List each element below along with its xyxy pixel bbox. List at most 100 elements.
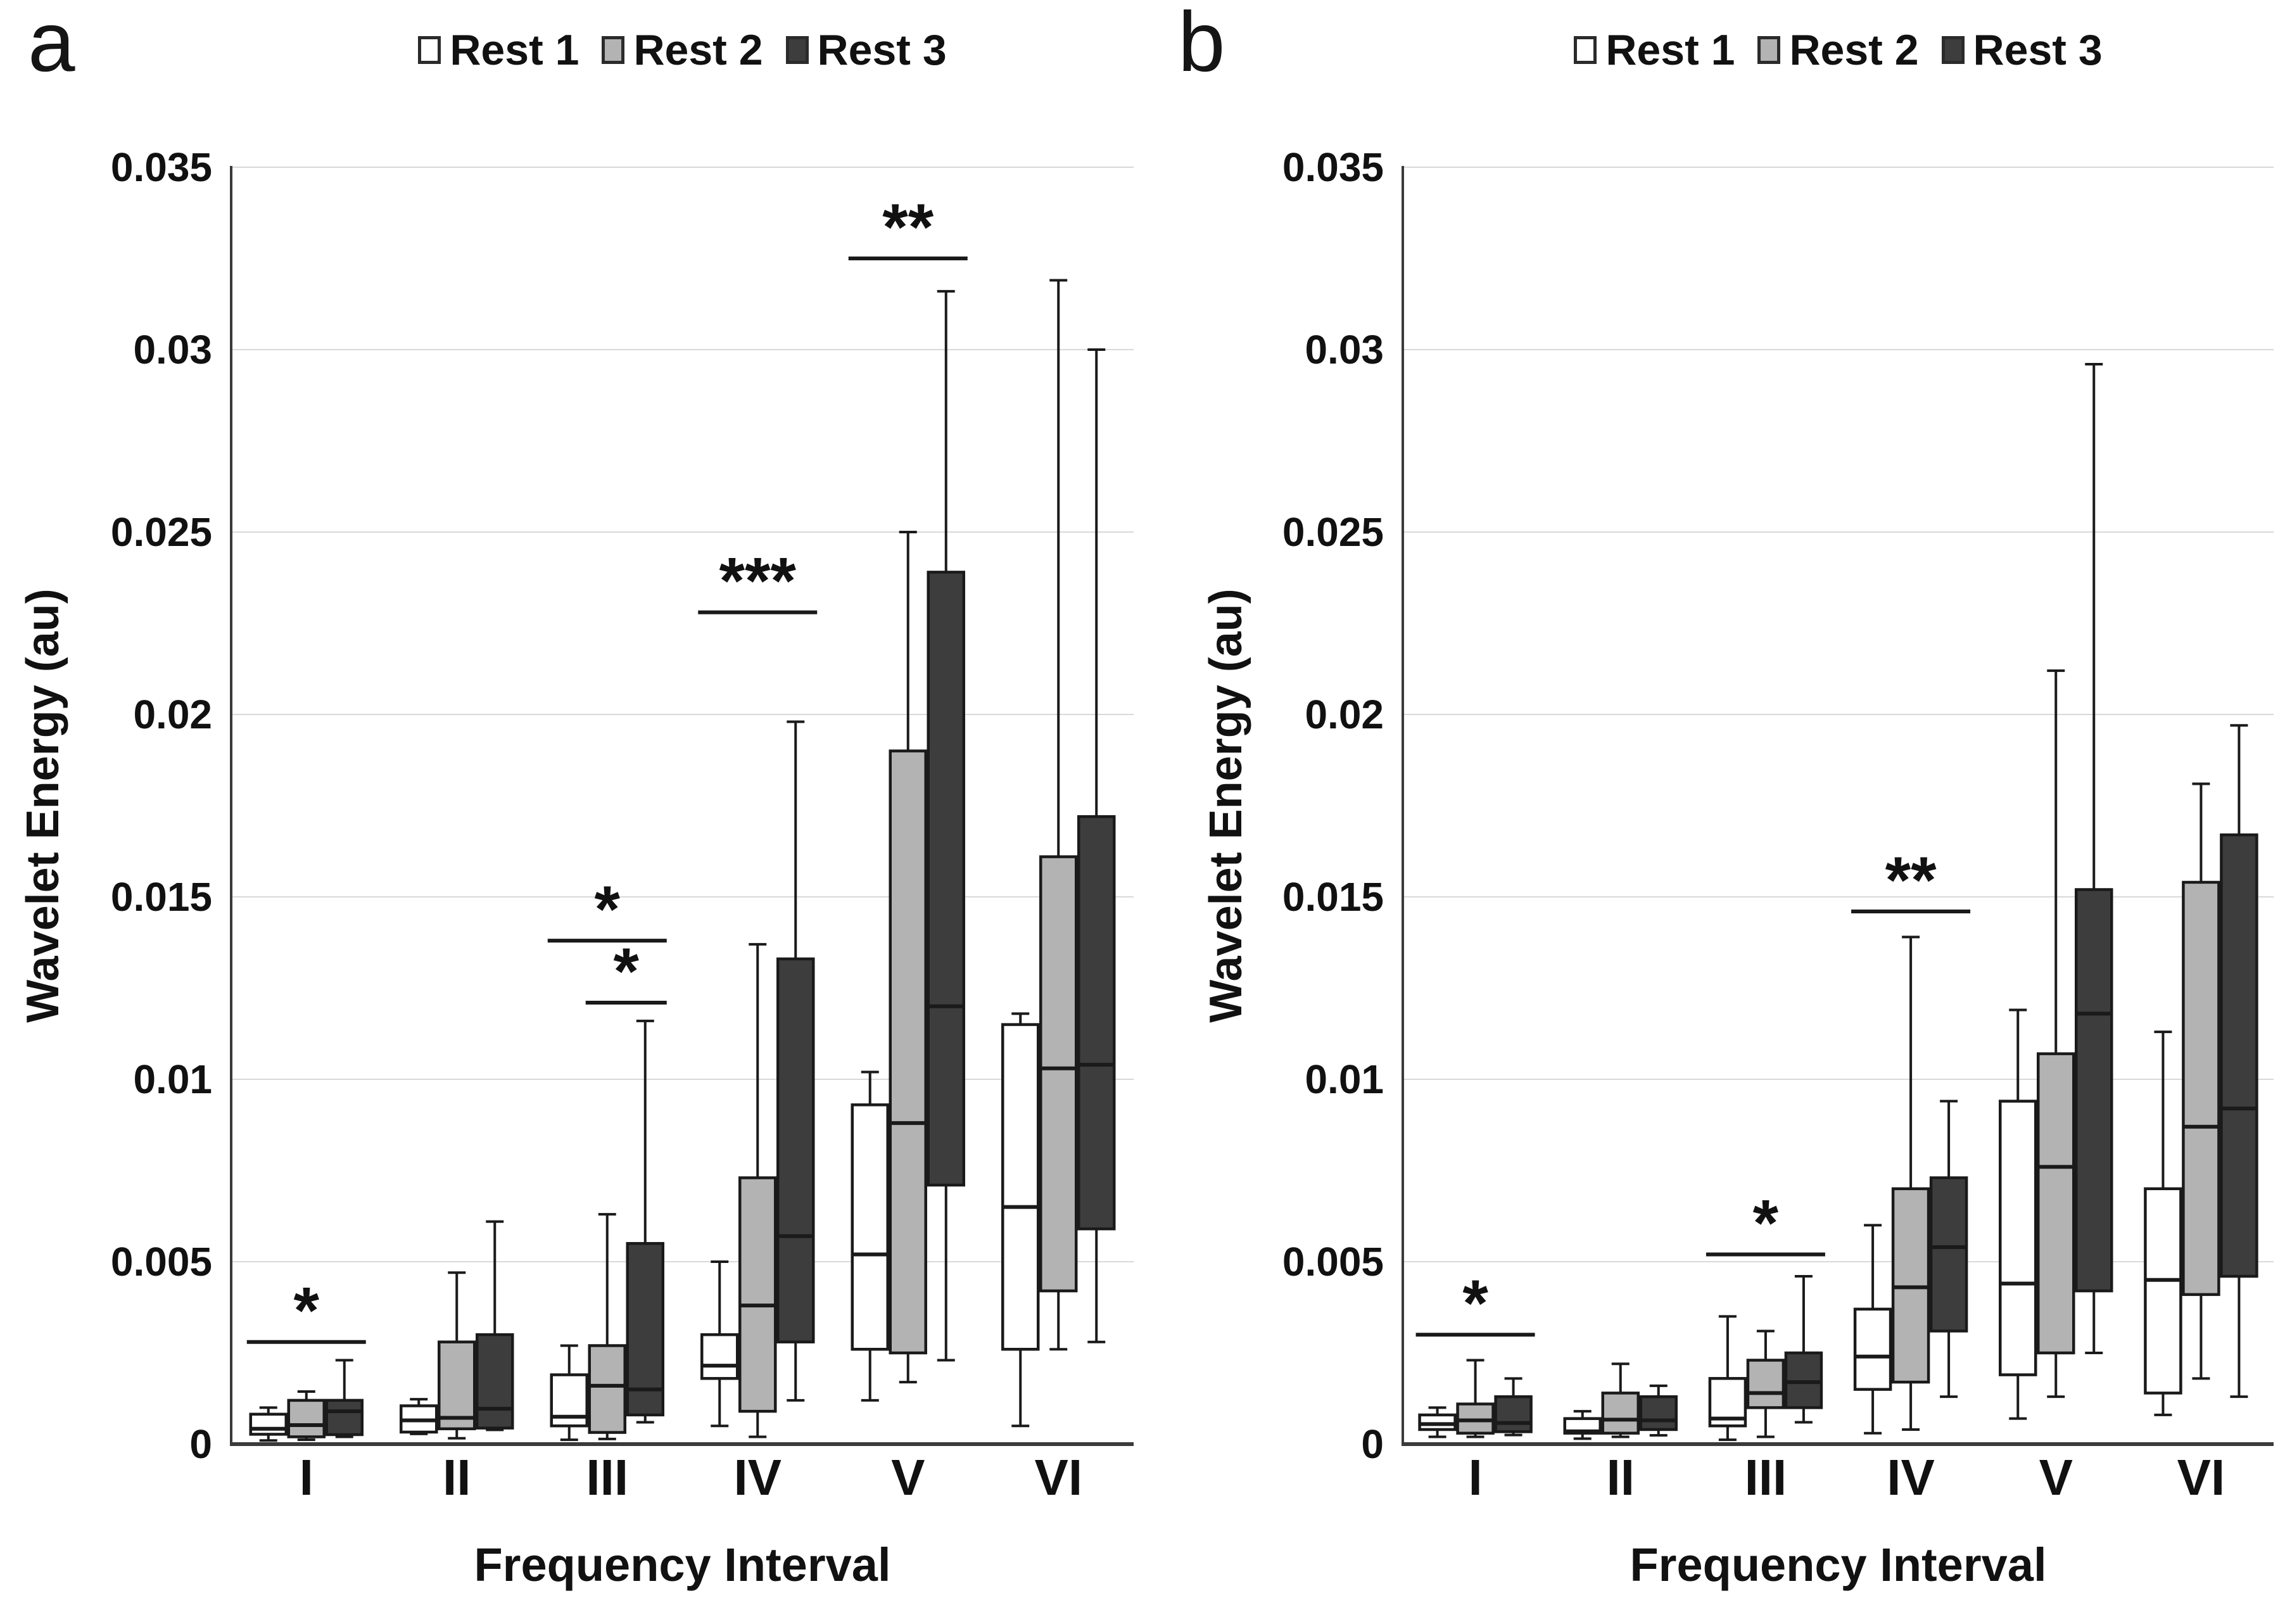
box-rect bbox=[2075, 888, 2113, 1293]
box-rect bbox=[889, 749, 927, 1355]
box-rest-1-VI bbox=[2144, 1031, 2182, 1416]
box-rest-2-VI bbox=[2182, 782, 2220, 1380]
box-rest-3-VI bbox=[2220, 724, 2258, 1399]
x-tick-label: III bbox=[1745, 1449, 1787, 1506]
box-rect bbox=[927, 571, 965, 1187]
legend-swatch-rest-1 bbox=[418, 36, 441, 64]
box-rect bbox=[1639, 1395, 1678, 1431]
legend-label-rest-2: Rest 2 bbox=[1789, 26, 1919, 74]
box-rect bbox=[851, 1103, 889, 1351]
y-tick-label: 0.03 bbox=[1305, 327, 1384, 372]
x-tick-label: IV bbox=[733, 1449, 782, 1506]
box-rest-2-III bbox=[588, 1213, 626, 1440]
box-rest-2-II bbox=[438, 1271, 476, 1440]
x-axis-title: Frequency Interval bbox=[474, 1538, 891, 1591]
box-rest-1-V bbox=[1999, 1008, 2037, 1420]
box-rest-2-V bbox=[2037, 669, 2075, 1399]
x-tick-label: II bbox=[1607, 1449, 1635, 1506]
box-rest-2-IV bbox=[738, 942, 777, 1438]
box-rest-3-IV bbox=[776, 720, 815, 1402]
y-tick-label: 0.015 bbox=[1282, 874, 1384, 920]
box-rect bbox=[626, 1241, 664, 1417]
box-rect bbox=[1601, 1392, 1640, 1435]
significance-label: * bbox=[1753, 1186, 1779, 1260]
x-tick-label: IV bbox=[1887, 1449, 1935, 1506]
panel-letter-b: b bbox=[1178, 0, 1225, 89]
box-rect bbox=[1494, 1395, 1533, 1433]
box-rect bbox=[1999, 1100, 2037, 1376]
y-tick-label: 0.01 bbox=[1305, 1056, 1384, 1102]
x-tick-label: I bbox=[300, 1449, 313, 1506]
box-rest-3-II bbox=[476, 1220, 514, 1431]
box-rect bbox=[476, 1333, 514, 1430]
legend-item-rest-3: Rest 3 bbox=[785, 25, 947, 75]
box-rest-3-I bbox=[325, 1359, 364, 1438]
box-rect bbox=[1001, 1023, 1040, 1351]
box-rest-1-V bbox=[851, 1070, 889, 1402]
significance-label: * bbox=[1462, 1267, 1488, 1340]
box-rest-1-III bbox=[550, 1344, 588, 1442]
box-rect bbox=[2220, 833, 2258, 1278]
significance-label: * bbox=[294, 1274, 320, 1348]
panel-letter-a: a bbox=[28, 0, 75, 89]
x-tick-label: III bbox=[586, 1449, 628, 1506]
box-rest-2-I bbox=[1456, 1359, 1495, 1438]
box-rect bbox=[1853, 1307, 1892, 1391]
box-rest-1-II bbox=[1563, 1410, 1602, 1440]
y-tick-label: 0.035 bbox=[1282, 144, 1384, 190]
y-tick-label: 0.01 bbox=[133, 1056, 212, 1102]
box-rect bbox=[1746, 1359, 1785, 1409]
box-rect bbox=[249, 1412, 288, 1436]
y-tick-label: 0.005 bbox=[111, 1239, 212, 1285]
legend-label-rest-1: Rest 1 bbox=[1605, 26, 1735, 74]
x-tick-label: I bbox=[1468, 1449, 1482, 1506]
panel-b: b Rest 1 Rest 2 Rest 3 Wavelet Energy (a… bbox=[1142, 0, 2285, 1624]
box-rest-3-VI bbox=[1077, 348, 1116, 1343]
y-tick-label: 0 bbox=[189, 1421, 212, 1467]
box-rest-1-VI bbox=[1001, 1012, 1040, 1428]
y-tick-label: 0.005 bbox=[1282, 1239, 1384, 1285]
box-rect bbox=[588, 1344, 626, 1434]
legend-label-rest-3: Rest 3 bbox=[817, 26, 947, 74]
box-rect bbox=[700, 1333, 739, 1380]
box-rect bbox=[438, 1340, 476, 1431]
legend-item-rest-1: Rest 1 bbox=[1574, 25, 1735, 75]
box-rest-2-IV bbox=[1891, 936, 1930, 1431]
box-rect bbox=[287, 1399, 326, 1438]
y-tick-label: 0 bbox=[1361, 1421, 1384, 1467]
x-tick-label: V bbox=[2039, 1449, 2073, 1506]
x-tick-label: V bbox=[891, 1449, 925, 1506]
box-rest-3-V bbox=[927, 289, 965, 1362]
x-tick-label: II bbox=[443, 1449, 471, 1506]
box-rest-3-IV bbox=[1929, 1100, 1968, 1399]
box-rest-3-III bbox=[626, 1019, 664, 1424]
box-rest-1-I bbox=[1418, 1406, 1457, 1438]
box-rect bbox=[776, 957, 815, 1343]
box-rect bbox=[1077, 815, 1116, 1231]
box-rest-3-V bbox=[2075, 363, 2113, 1354]
box-rest-1-IV bbox=[700, 1260, 739, 1428]
box-rect bbox=[1929, 1176, 1968, 1333]
box-rect bbox=[738, 1176, 777, 1413]
legend-b: Rest 1 Rest 2 Rest 3 bbox=[1403, 25, 2274, 75]
legend-swatch-rest-3 bbox=[785, 36, 809, 64]
y-tick-label: 0.025 bbox=[111, 509, 212, 555]
y-tick-label: 0.025 bbox=[1282, 509, 1384, 555]
box-rest-3-II bbox=[1639, 1384, 1678, 1437]
significance-label: ** bbox=[882, 191, 934, 264]
significance-label: *** bbox=[719, 545, 797, 618]
box-rest-1-IV bbox=[1853, 1224, 1892, 1435]
box-rest-3-III bbox=[1784, 1275, 1823, 1424]
significance-label: * bbox=[614, 935, 640, 1008]
box-rect bbox=[2182, 880, 2220, 1297]
box-rest-1-III bbox=[1708, 1315, 1747, 1442]
box-rect bbox=[1039, 855, 1078, 1293]
y-tick-label: 0.02 bbox=[1305, 692, 1384, 737]
y-tick-label: 0.02 bbox=[133, 692, 212, 737]
legend-item-rest-3: Rest 3 bbox=[1941, 25, 2103, 75]
panel-a: a Rest 1 Rest 2 Rest 3 Wavelet Energy (a… bbox=[0, 0, 1142, 1624]
box-rect bbox=[2144, 1187, 2182, 1395]
